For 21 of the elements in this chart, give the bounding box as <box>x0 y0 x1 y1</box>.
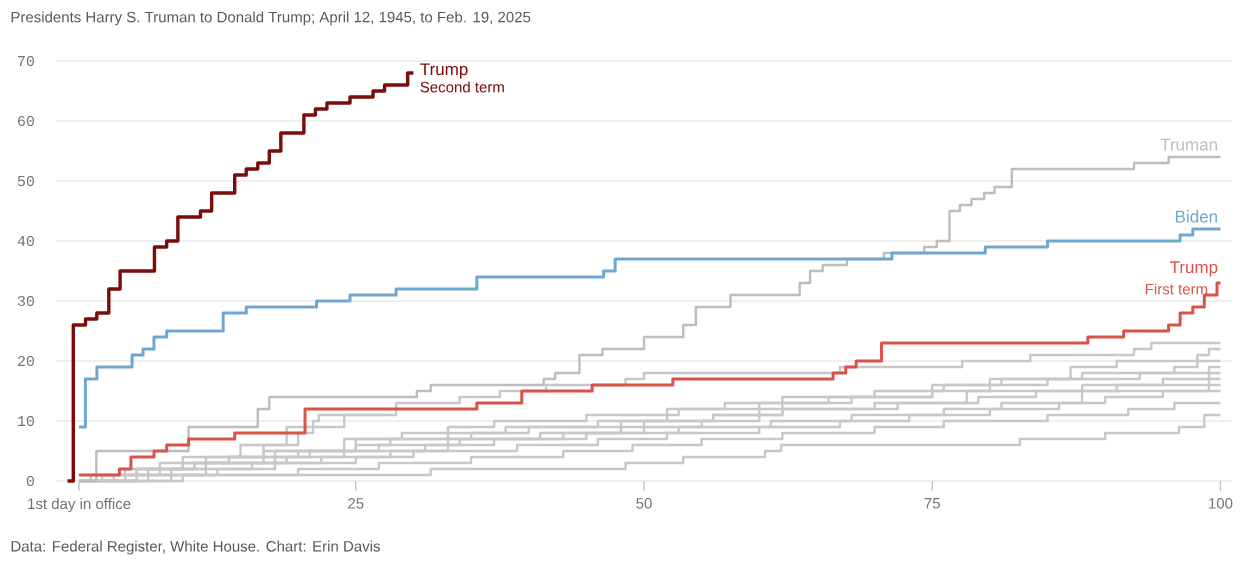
series-label: Trump <box>420 63 468 79</box>
y-tick-label: 60 <box>18 115 34 127</box>
y-tick-label: 50 <box>17 175 34 187</box>
x-tick-label: 75 <box>924 498 940 509</box>
annotation: First term <box>1145 283 1208 295</box>
series-label: Truman <box>1160 138 1217 151</box>
y-tick-label: 30 <box>17 295 34 307</box>
y-tick-label: 40 <box>17 235 34 247</box>
x-tick-label: 25 <box>348 498 364 509</box>
annotation: Second term <box>420 81 504 93</box>
chart-subtitle: Presidents Harry S. Truman to Donald Trump; April 12, 1945, to Feb. 19, 2025 <box>11 11 531 26</box>
x-tick-label: 50 <box>636 498 652 509</box>
x-tick-label: 100 <box>1209 498 1233 509</box>
series-label: Biden <box>1175 210 1217 223</box>
y-tick-label: 20 <box>18 355 34 367</box>
series-label: Trump <box>1169 261 1218 277</box>
x-tick-label: 1st day in office <box>28 498 131 513</box>
y-tick-label: 0 <box>26 475 34 487</box>
y-tick-label: 70 <box>18 55 34 67</box>
text: Data: Federal Register, White House. Chart: Erin Davis <box>11 540 380 555</box>
y-tick-label: 10 <box>18 415 34 427</box>
